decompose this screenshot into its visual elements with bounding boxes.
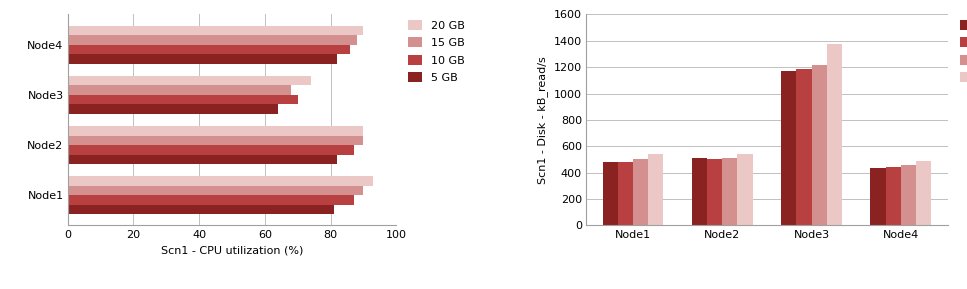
Bar [68,195,354,205]
Bar [68,45,350,54]
Y-axis label: Scn1 - Disk - kB_read/s: Scn1 - Disk - kB_read/s [538,56,548,184]
Bar [870,168,886,225]
Bar [811,64,827,225]
Bar [68,186,364,195]
Bar [68,76,311,85]
Bar [886,167,901,225]
Bar [901,165,916,225]
Bar [68,126,364,136]
Bar [648,154,663,225]
Bar [68,104,278,114]
Bar [68,145,354,155]
Bar [68,85,291,95]
Bar [68,205,334,214]
Legend: 5 GB, 10 GB, 15 GB, 20 GB: 5 GB, 10 GB, 15 GB, 20 GB [960,20,967,83]
Bar [797,69,811,225]
Bar [602,162,618,225]
Bar [68,95,298,104]
Bar [707,159,722,225]
Bar [722,158,738,225]
Legend: 20 GB, 15 GB, 10 GB, 5 GB: 20 GB, 15 GB, 10 GB, 5 GB [408,20,464,83]
Bar [633,160,648,225]
Bar [68,136,364,145]
Bar [738,154,752,225]
Bar [781,71,797,225]
Bar [68,35,357,45]
X-axis label: Scn1 - CPU utilization (%): Scn1 - CPU utilization (%) [161,245,304,255]
Bar [68,54,337,64]
Bar [68,176,373,186]
Bar [916,161,931,225]
Bar [691,158,707,225]
Bar [68,25,364,35]
Bar [618,162,633,225]
Bar [68,155,337,164]
Bar [827,44,842,225]
